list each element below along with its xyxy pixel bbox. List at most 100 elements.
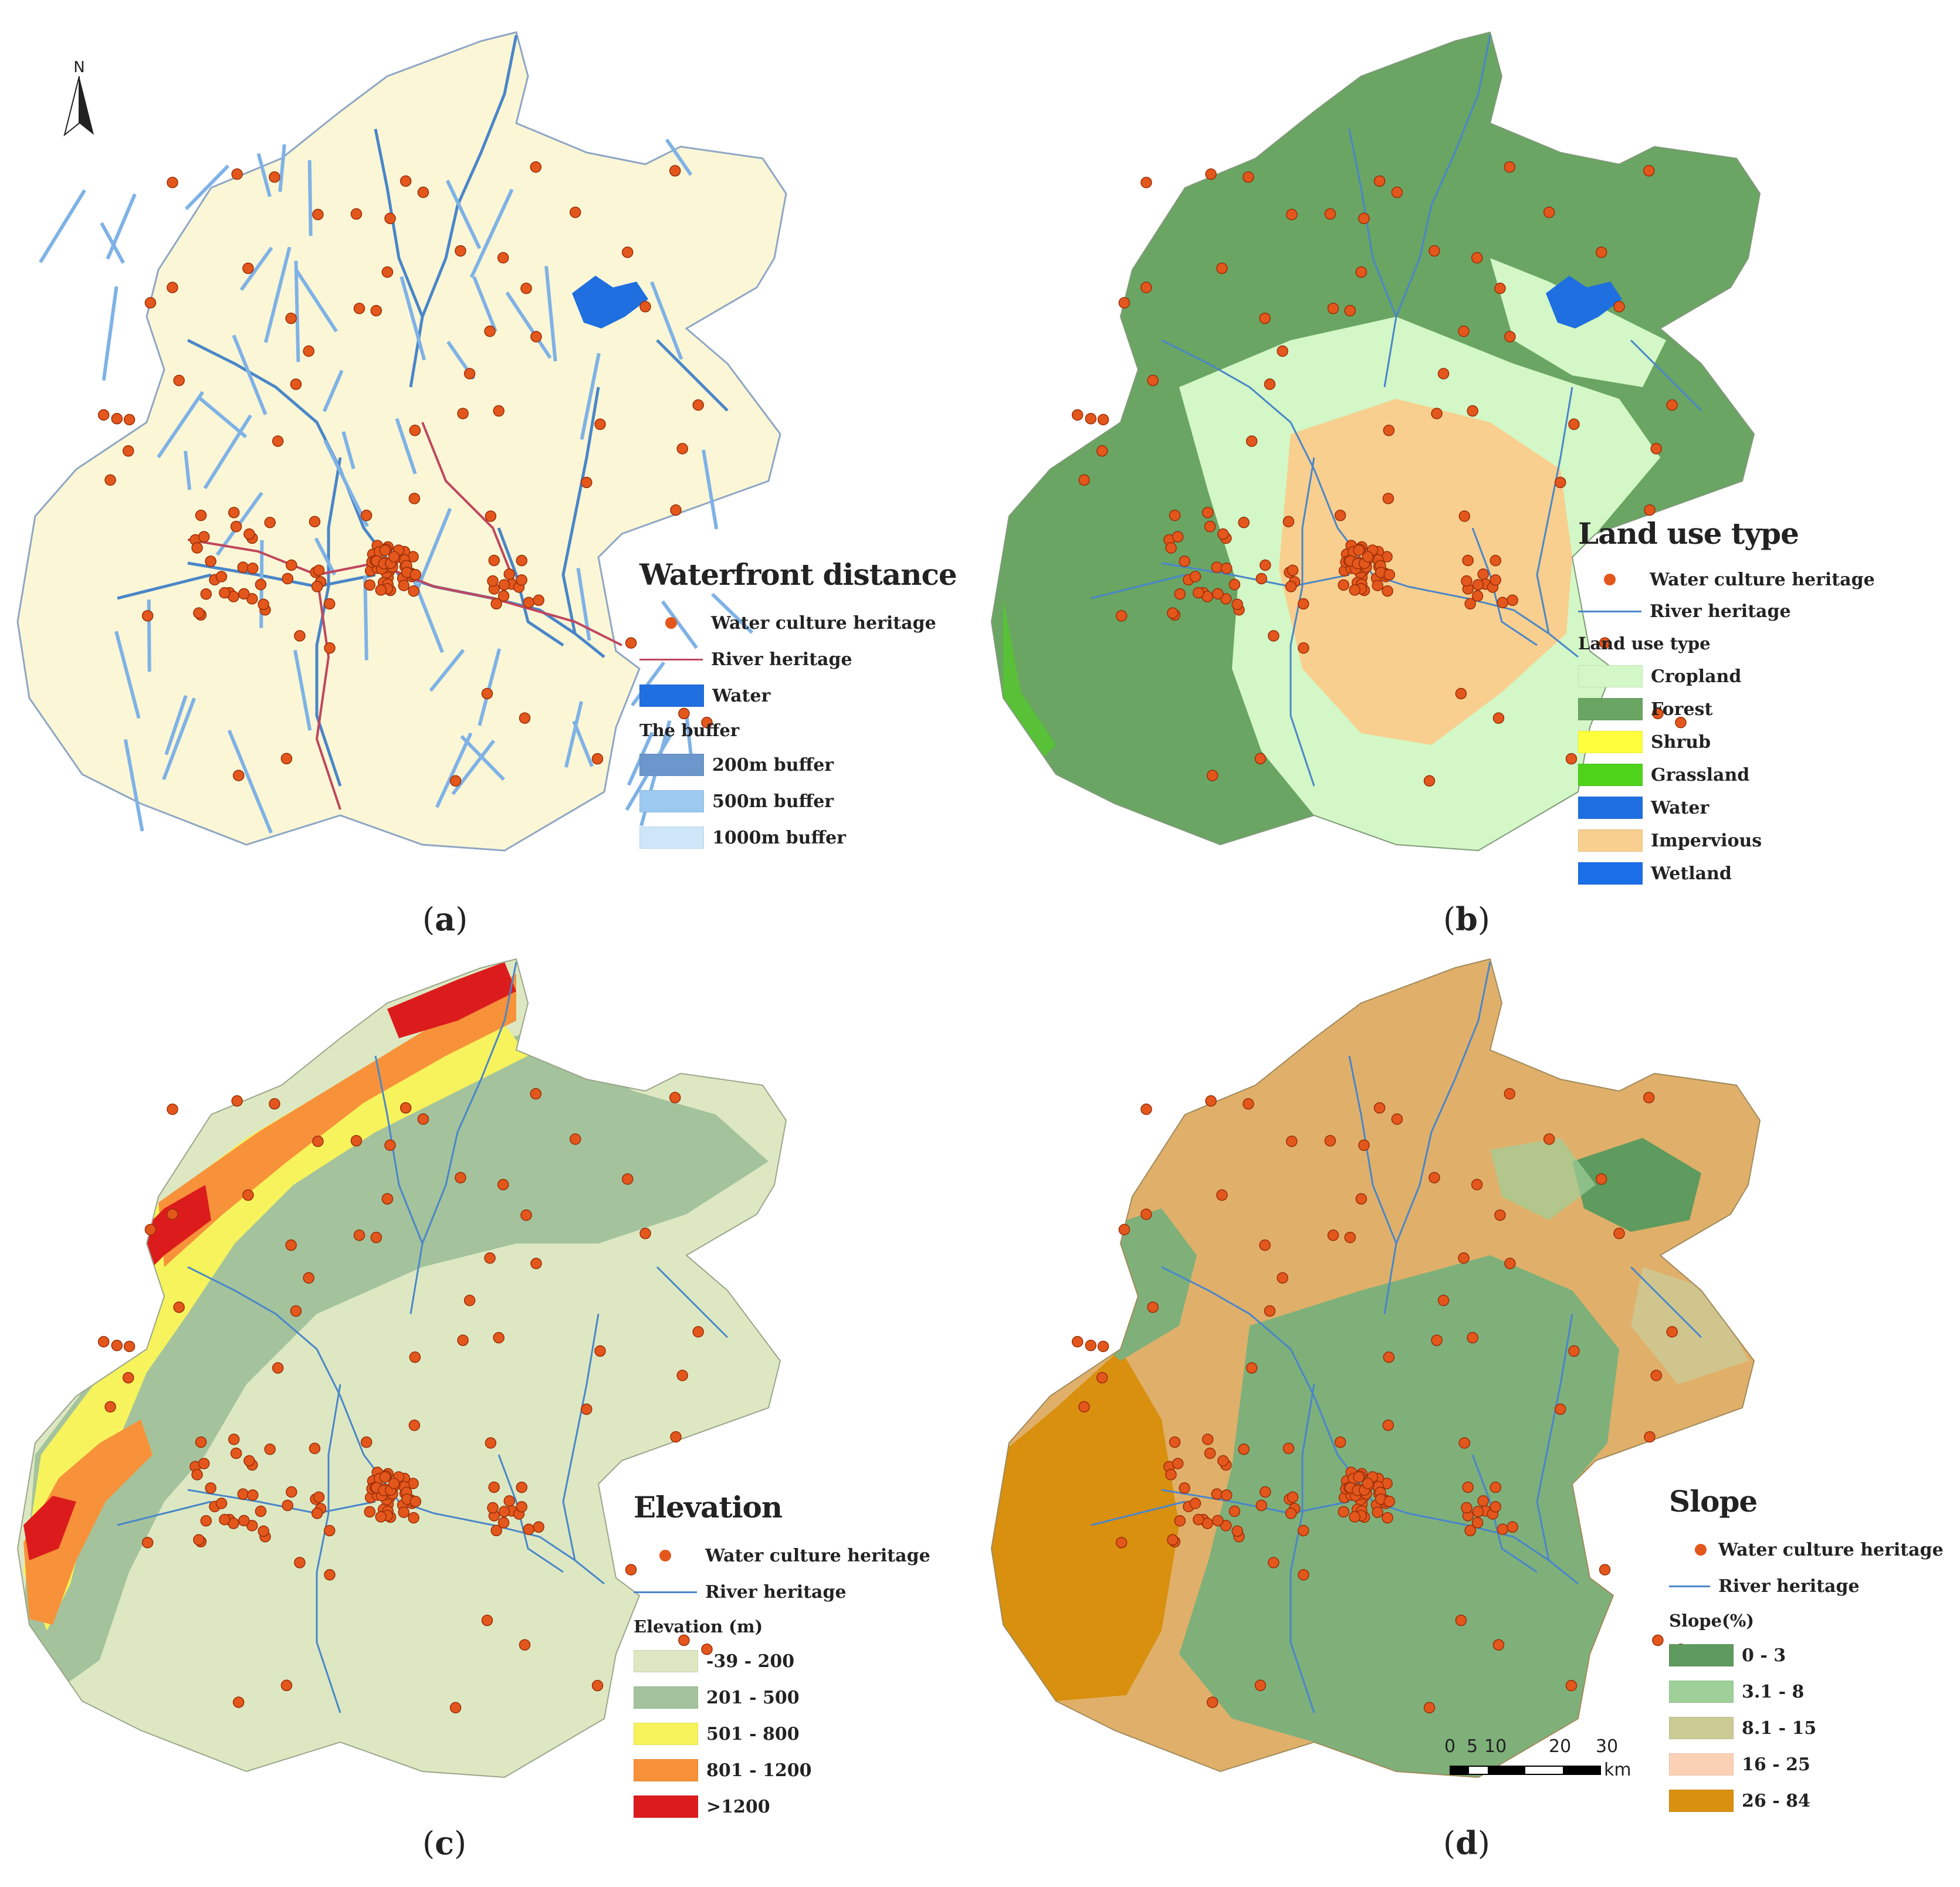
heritage-dot [594,1345,606,1357]
heritage-dot [417,187,429,198]
class-swatch [1578,829,1643,852]
legend-label: River heritage [1650,601,1791,622]
buffer-line [395,418,417,475]
heritage-dot [1666,1326,1678,1338]
legend-class: 16 - 25 [1669,1746,1944,1783]
heritage-dot [1286,1136,1298,1147]
heritage-dot [360,509,373,521]
heritage-dot [375,584,387,596]
heritage-dot [1238,517,1250,529]
heritage-dot [484,325,496,337]
panel-waterfront-distance: N Waterfront distance Water culture heri… [12,12,962,938]
heritage-dot [1118,1224,1130,1236]
buffer-line [100,222,125,264]
heritage-dot [1349,1511,1360,1523]
heritage-dot [1287,1491,1299,1503]
beijing-boundary [16,31,787,852]
heritage-dots [97,1088,713,1713]
heritage-dot [379,1471,391,1483]
class-swatch [1578,862,1643,885]
heritage-dot [1260,1486,1271,1498]
heritage-dot [463,368,476,380]
class-swatch [1578,731,1643,753]
heritage-dot [1467,1332,1478,1344]
heritage-dot [1471,590,1484,602]
heritage-dot [111,1339,123,1351]
heritage-dot [1382,1420,1394,1431]
heritage-dot [1555,476,1566,489]
heritage-dot [1613,301,1625,313]
map-slope [991,958,1761,1778]
river-line-icon [634,1581,697,1603]
heritage-dot [379,544,391,556]
heritage-dot [516,1501,527,1513]
heritage-dot [1455,687,1467,700]
heritage-dot [141,1537,154,1549]
legend-class: Cropland [1578,660,1875,693]
heritage-dot [1140,1103,1152,1115]
heritage-dot [282,1499,293,1512]
heritage-dot [1492,1639,1505,1651]
heritage-dot [1324,1135,1336,1147]
river-line [656,1266,729,1339]
heritage-dot [1543,206,1555,218]
heritage-dot [488,1481,500,1493]
heritage-dot [1285,581,1297,592]
heritage-dot [1071,1336,1084,1348]
heritage-dot [1220,1520,1232,1532]
heritage-dot [1212,588,1224,600]
heritage-dot [400,175,412,187]
heritage-dot [1228,1505,1241,1517]
heritage-dot [232,1696,245,1708]
legend-a: Waterfront distance Water culture herita… [639,557,957,856]
heritage-dot [312,1136,324,1147]
heritage-dot [503,568,515,580]
heritage-dot [1391,1113,1403,1125]
heritage-dot [1675,716,1687,729]
heritage-dot [215,571,228,582]
river-line [1471,1454,1538,1573]
legend-class: >1200 [634,1788,930,1825]
heritage-dot [1461,575,1472,587]
legend-class: 26 - 84 [1669,1783,1944,1819]
heritage-dot [485,1437,497,1449]
heritage-dot [228,507,240,519]
reservoir-water [572,276,648,328]
buffer-line [106,193,137,260]
heritage-dot [449,775,462,787]
river-line [1091,1500,1186,1526]
river-line [562,1313,600,1561]
buffer-line [184,450,192,490]
heritage-dot [1565,1679,1578,1692]
heritage-dot [1383,1351,1395,1363]
buffer-line [665,138,693,176]
heritage-dot [272,1362,284,1374]
heritage-dot [1471,252,1483,264]
heritage-dot [198,1458,210,1469]
heritage-dot [370,304,382,317]
heritage-dot [311,1507,323,1519]
legend-label: 3.1 - 8 [1742,1681,1805,1702]
legend-label: Impervious [1651,830,1762,851]
heritage-dot [1085,1339,1097,1351]
heritage-dot [303,1272,314,1284]
heritage-dot [1355,1193,1367,1205]
heritage-dot [1254,753,1267,765]
legend-subtitle: Land use type [1578,633,1711,653]
heritage-dot [1179,1482,1190,1494]
heritage-dot [123,414,136,426]
heritage-dot-icon [639,612,703,633]
scale-bar-graphic [1450,1765,1601,1775]
heritage-dot [384,1139,396,1151]
heritage-dot [231,1095,243,1107]
heritage-dot [487,575,499,587]
legend-class: Water [1578,791,1875,824]
heritage-dot [350,208,363,220]
heritage-dot [1644,504,1656,516]
heritage-dot [485,510,497,522]
scale-tick: 20 [1549,1736,1572,1757]
heritage-dot [520,1209,532,1221]
heritage-dot [1507,594,1518,607]
heritage-dot [1504,331,1516,343]
heritage-dot [388,1478,400,1489]
